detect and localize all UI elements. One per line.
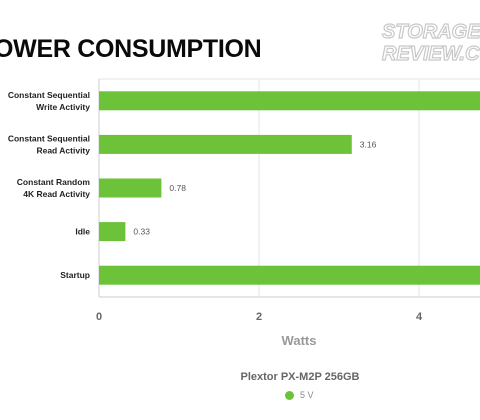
data-label: 3.16 (360, 139, 377, 149)
bar (99, 265, 480, 285)
legend-item[interactable]: 5 V (285, 390, 314, 400)
data-label: 0.33 (133, 227, 150, 237)
category-label: Constant Random (17, 177, 91, 187)
category-label: Startup (60, 270, 90, 280)
x-tick-label: 0 (96, 311, 102, 323)
x-tick-label: 4 (416, 311, 423, 323)
category-label: Write Activity (36, 102, 90, 112)
chart-title: OWER CONSUMPTION (0, 35, 262, 63)
x-tick-label: 2 (256, 311, 262, 323)
category-label: Idle (75, 227, 90, 237)
data-label: 0.78 (169, 183, 186, 193)
legend-series-name: 5 V (300, 390, 314, 400)
bar (99, 178, 162, 198)
x-axis-title: Watts (282, 333, 317, 348)
logo-line-1: STORAGE (382, 21, 480, 43)
category-label: Read Activity (36, 145, 90, 155)
legend-swatch (285, 390, 294, 400)
storagereview-logo: STORAGE REVIEW.CO (381, 20, 480, 65)
logo-line-2: REVIEW.CO (382, 43, 480, 65)
category-label: Constant Sequential (8, 90, 90, 100)
category-label: 4K Read Activity (23, 189, 90, 199)
category-label: Constant Sequential (8, 133, 90, 143)
bar (99, 222, 126, 242)
legend-title: Plextor PX-M2P 256GB (240, 371, 360, 383)
bar (99, 134, 352, 154)
bar (99, 91, 480, 111)
